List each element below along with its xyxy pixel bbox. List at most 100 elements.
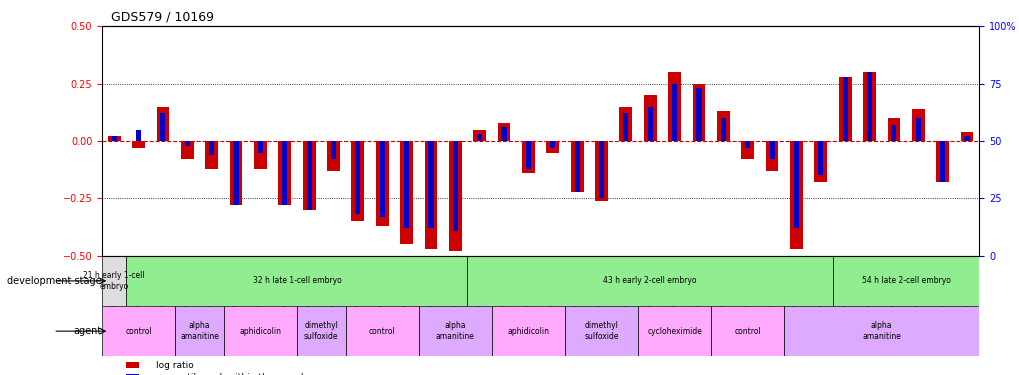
FancyBboxPatch shape bbox=[710, 306, 784, 356]
Text: log ratio: log ratio bbox=[156, 361, 194, 370]
FancyBboxPatch shape bbox=[126, 256, 467, 306]
Bar bbox=[623, 114, 628, 141]
Text: agent: agent bbox=[73, 326, 102, 336]
Bar bbox=[160, 114, 165, 141]
Text: aphidicolin: aphidicolin bbox=[506, 327, 549, 336]
Bar bbox=[765, 141, 777, 171]
Bar bbox=[355, 141, 360, 214]
Bar bbox=[258, 141, 263, 153]
Bar bbox=[935, 141, 948, 182]
Bar bbox=[793, 141, 798, 228]
Bar bbox=[862, 72, 875, 141]
Bar bbox=[522, 141, 534, 173]
Bar bbox=[838, 77, 851, 141]
Bar bbox=[549, 141, 554, 148]
Bar bbox=[330, 141, 335, 159]
FancyBboxPatch shape bbox=[491, 306, 565, 356]
Bar bbox=[720, 118, 726, 141]
Bar bbox=[379, 141, 384, 217]
FancyBboxPatch shape bbox=[175, 306, 223, 356]
Bar bbox=[132, 141, 145, 148]
Bar bbox=[745, 141, 750, 148]
Bar bbox=[108, 136, 120, 141]
Bar bbox=[156, 106, 169, 141]
Bar bbox=[497, 123, 510, 141]
Bar bbox=[571, 141, 583, 192]
FancyBboxPatch shape bbox=[565, 306, 638, 356]
FancyBboxPatch shape bbox=[102, 256, 126, 306]
Bar bbox=[303, 141, 315, 210]
Bar bbox=[594, 141, 607, 201]
Bar bbox=[546, 141, 558, 153]
Bar bbox=[126, 362, 139, 368]
Bar bbox=[428, 141, 433, 228]
Bar bbox=[716, 111, 729, 141]
FancyBboxPatch shape bbox=[297, 306, 345, 356]
Bar bbox=[643, 95, 656, 141]
Bar bbox=[404, 141, 409, 228]
Text: 21 h early 1-cell
embryo: 21 h early 1-cell embryo bbox=[84, 271, 145, 291]
Bar bbox=[598, 141, 603, 198]
Bar bbox=[136, 129, 141, 141]
Bar bbox=[229, 141, 243, 205]
FancyBboxPatch shape bbox=[784, 306, 978, 356]
Text: 32 h late 1-cell embryo: 32 h late 1-cell embryo bbox=[253, 276, 341, 285]
Text: GDS579 / 10169: GDS579 / 10169 bbox=[111, 11, 214, 24]
Bar bbox=[696, 88, 701, 141]
Bar bbox=[940, 141, 945, 182]
Bar bbox=[960, 132, 972, 141]
Bar bbox=[692, 84, 705, 141]
FancyBboxPatch shape bbox=[467, 256, 833, 306]
Bar bbox=[424, 141, 437, 249]
Bar bbox=[647, 106, 652, 141]
Text: development stage: development stage bbox=[7, 276, 102, 286]
Text: dimethyl
sulfoxide: dimethyl sulfoxide bbox=[304, 321, 338, 341]
Bar bbox=[180, 141, 194, 159]
Bar bbox=[254, 141, 267, 169]
Bar bbox=[205, 141, 218, 169]
Bar bbox=[964, 136, 969, 141]
Bar bbox=[473, 129, 486, 141]
Text: control: control bbox=[125, 327, 152, 336]
Text: percentile rank within the sample: percentile rank within the sample bbox=[156, 373, 309, 375]
Text: alpha
amanitine: alpha amanitine bbox=[179, 321, 219, 341]
Bar bbox=[887, 118, 900, 141]
Bar bbox=[209, 141, 214, 155]
Text: aphidicolin: aphidicolin bbox=[239, 327, 281, 336]
Bar bbox=[817, 141, 822, 176]
Text: alpha
amanitine: alpha amanitine bbox=[861, 321, 901, 341]
Bar bbox=[477, 134, 482, 141]
Bar bbox=[741, 141, 753, 159]
Bar bbox=[278, 141, 290, 205]
FancyBboxPatch shape bbox=[345, 306, 419, 356]
Bar bbox=[184, 141, 190, 146]
Bar bbox=[375, 141, 388, 226]
FancyBboxPatch shape bbox=[223, 306, 297, 356]
Bar bbox=[111, 136, 116, 141]
FancyBboxPatch shape bbox=[102, 306, 175, 356]
Text: alpha
amanitine: alpha amanitine bbox=[435, 321, 474, 341]
Bar bbox=[526, 141, 531, 169]
Bar bbox=[448, 141, 462, 251]
Text: cycloheximide: cycloheximide bbox=[646, 327, 701, 336]
FancyBboxPatch shape bbox=[419, 306, 491, 356]
Bar bbox=[911, 109, 924, 141]
Bar bbox=[866, 72, 871, 141]
Bar bbox=[327, 141, 339, 171]
Bar bbox=[126, 374, 139, 375]
Bar bbox=[282, 141, 287, 205]
Bar bbox=[501, 127, 506, 141]
Bar bbox=[307, 141, 312, 210]
Bar bbox=[452, 141, 458, 231]
FancyBboxPatch shape bbox=[833, 256, 978, 306]
Bar bbox=[352, 141, 364, 221]
Bar bbox=[842, 77, 847, 141]
Bar bbox=[667, 72, 681, 141]
Bar bbox=[672, 84, 677, 141]
Text: 54 h late 2-cell embryo: 54 h late 2-cell embryo bbox=[861, 276, 950, 285]
Text: control: control bbox=[369, 327, 395, 336]
Text: dimethyl
sulfoxide: dimethyl sulfoxide bbox=[584, 321, 619, 341]
Text: control: control bbox=[734, 327, 760, 336]
Bar bbox=[619, 106, 632, 141]
Bar bbox=[574, 141, 579, 192]
